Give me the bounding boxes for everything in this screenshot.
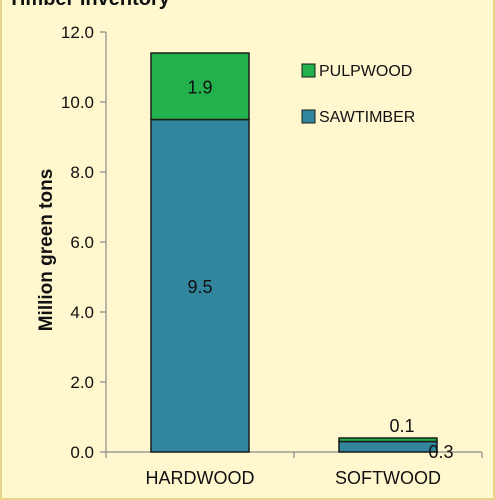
y-tick-label: 6.0 bbox=[70, 233, 94, 252]
bar-pulpwood-softwood bbox=[338, 437, 438, 443]
chart-title: Timber Inventory bbox=[8, 0, 170, 11]
data-label-sawtimber-hardwood: 9.5 bbox=[187, 277, 212, 297]
legend-swatch-pulpwood bbox=[301, 63, 316, 78]
legend-label-sawtimber: SAWTIMBER bbox=[319, 109, 415, 126]
y-tick-label: 8.0 bbox=[70, 163, 94, 182]
data-label-sawtimber-softwood: 0.3 bbox=[428, 442, 453, 462]
data-label-pulpwood-hardwood: 1.9 bbox=[187, 77, 212, 97]
x-category-label: SOFTWOOD bbox=[335, 468, 441, 488]
y-axis-label: Million green tons bbox=[36, 169, 57, 332]
bar-sawtimber-hardwood bbox=[150, 118, 250, 453]
legend-label-pulpwood: PULPWOOD bbox=[319, 63, 412, 80]
x-category-label: HARDWOOD bbox=[146, 468, 255, 488]
y-tick-label: 2.0 bbox=[70, 373, 94, 392]
y-tick-label: 10.0 bbox=[61, 93, 94, 112]
legend-swatch-sawtimber bbox=[301, 109, 316, 124]
data-label-pulpwood-softwood: 0.1 bbox=[389, 416, 414, 436]
y-tick-label: 0.0 bbox=[70, 443, 94, 462]
y-tick-label: 12.0 bbox=[61, 23, 94, 42]
bar-sawtimber-softwood bbox=[338, 440, 438, 453]
bar-pulpwood-hardwood bbox=[150, 52, 250, 121]
y-tick-label: 4.0 bbox=[70, 303, 94, 322]
